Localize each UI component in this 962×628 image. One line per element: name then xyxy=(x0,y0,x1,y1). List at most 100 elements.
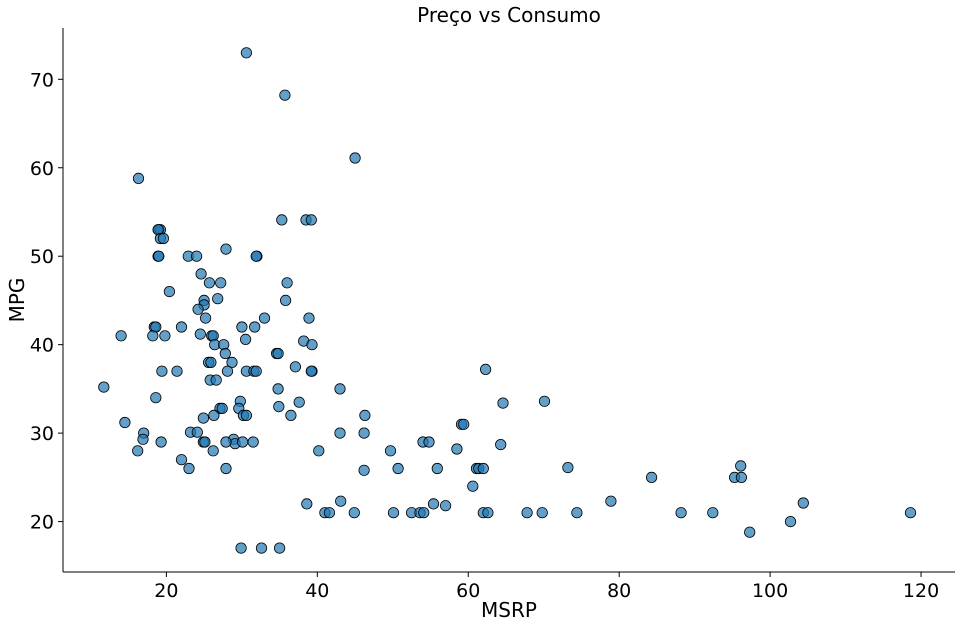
data-point xyxy=(707,507,719,519)
data-point xyxy=(250,250,262,262)
data-point xyxy=(199,436,211,448)
data-point xyxy=(250,365,262,377)
data-point xyxy=(191,250,203,262)
data-point xyxy=(273,400,285,413)
data-point xyxy=(272,347,284,360)
data-point xyxy=(521,507,533,519)
data-point xyxy=(219,347,231,360)
data-point xyxy=(273,542,286,554)
data-point xyxy=(735,471,748,483)
data-point xyxy=(431,462,443,475)
y-axis-label: MPG xyxy=(5,278,29,323)
data-point xyxy=(334,427,346,439)
data-point xyxy=(305,214,317,226)
data-point xyxy=(137,433,149,445)
data-point xyxy=(735,460,747,472)
y-tick-label: 70 xyxy=(30,69,54,91)
data-point xyxy=(359,409,371,421)
data-point xyxy=(384,445,397,457)
data-point xyxy=(392,462,404,475)
data-point xyxy=(220,462,232,475)
data-point xyxy=(175,321,188,333)
data-point xyxy=(192,303,204,315)
data-point xyxy=(675,507,687,519)
data-point xyxy=(207,445,219,457)
data-point xyxy=(236,321,248,333)
data-point xyxy=(279,294,292,306)
y-tick-label: 50 xyxy=(30,246,54,268)
x-ticks: 20 40 60 80 100 120 xyxy=(154,572,939,602)
data-point xyxy=(157,232,169,245)
data-point xyxy=(208,409,220,421)
data-point xyxy=(323,507,335,519)
data-point xyxy=(605,495,617,507)
data-point xyxy=(255,542,268,554)
data-point xyxy=(285,409,297,421)
data-point xyxy=(240,47,252,59)
data-point xyxy=(301,498,313,510)
data-point xyxy=(423,436,435,448)
data-point xyxy=(797,497,809,509)
data-point xyxy=(132,172,145,184)
data-point xyxy=(171,365,183,377)
x-tick-label: 120 xyxy=(903,580,939,602)
data-point xyxy=(281,277,293,289)
data-point xyxy=(216,402,228,414)
data-point xyxy=(571,507,583,519)
data-point xyxy=(159,330,171,342)
data-point xyxy=(212,293,224,305)
data-point xyxy=(240,333,252,345)
data-point xyxy=(132,445,144,457)
data-point xyxy=(904,507,917,519)
data-point xyxy=(538,395,551,407)
y-tick-label: 40 xyxy=(30,335,54,357)
x-tick-label: 40 xyxy=(305,580,329,602)
y-ticks: 20 30 40 50 60 70 xyxy=(30,69,63,534)
data-point xyxy=(195,268,207,280)
data-point xyxy=(497,397,509,409)
data-point xyxy=(175,454,188,466)
y-tick-label: 20 xyxy=(30,512,54,534)
data-point xyxy=(155,436,167,448)
data-point xyxy=(293,396,305,408)
data-point xyxy=(220,436,232,448)
data-point xyxy=(306,339,318,351)
data-point xyxy=(153,250,165,262)
data-point xyxy=(349,152,361,164)
data-point xyxy=(194,328,206,340)
y-tick-label: 30 xyxy=(30,423,54,445)
data-point xyxy=(387,507,400,519)
data-point xyxy=(221,365,234,377)
axes xyxy=(62,28,955,573)
data-point xyxy=(427,498,440,510)
data-point xyxy=(467,480,479,492)
data-point xyxy=(237,436,249,448)
data-point xyxy=(303,312,315,324)
data-point xyxy=(482,507,494,519)
data-point xyxy=(439,500,452,512)
data-point xyxy=(272,383,284,395)
data-point xyxy=(147,330,159,342)
x-axis-label: MSRP xyxy=(481,598,537,622)
data-point xyxy=(536,507,548,519)
data-point xyxy=(226,356,238,368)
data-point xyxy=(645,471,658,483)
points-layer xyxy=(98,47,917,554)
data-point xyxy=(348,507,360,519)
data-point xyxy=(215,277,227,289)
data-point xyxy=(247,436,259,448)
data-point xyxy=(249,321,261,333)
data-point xyxy=(119,416,131,429)
data-point xyxy=(115,330,127,342)
x-tick-label: 20 xyxy=(154,580,178,602)
data-point xyxy=(562,461,574,474)
data-point xyxy=(235,542,247,554)
data-point xyxy=(358,464,370,476)
data-point xyxy=(210,374,222,386)
data-point xyxy=(289,361,301,373)
x-tick-label: 60 xyxy=(456,580,480,602)
data-point xyxy=(358,427,370,439)
data-point xyxy=(335,495,347,507)
data-point xyxy=(495,438,507,451)
